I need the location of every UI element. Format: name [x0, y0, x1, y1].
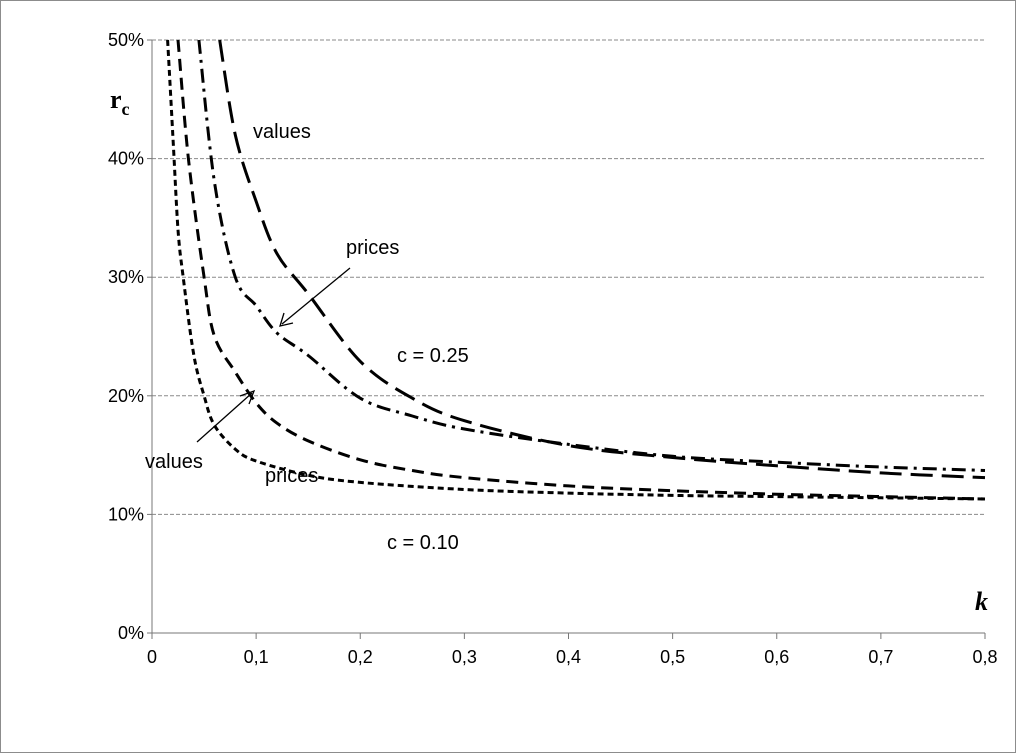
x-tick-label: 0,4 [556, 647, 581, 667]
y-axis-title-main: r [110, 85, 122, 114]
series-line-long-dash [218, 39, 986, 480]
x-tick-label: 0,7 [868, 647, 893, 667]
tick-labels: 0% 10% 20% 30% 40% 50% 0 0,1 0,2 0,3 0,4 0,5 0,6 0,7 0… [108, 30, 998, 667]
arrow-prices-upper [281, 267, 351, 325]
series-line-medium-dash [176, 39, 986, 501]
y-tick-label: 10% [108, 504, 144, 524]
annotations: values prices c = 0.25 values prices c =… [145, 121, 469, 554]
x-tick-label: 0,1 [244, 647, 269, 667]
annotation-c-upper: c = 0.25 [397, 345, 469, 367]
x-tick-label: 0,8 [972, 647, 997, 667]
annotation-prices-lower: prices [265, 465, 318, 487]
y-tick-label: 20% [108, 386, 144, 406]
x-tick-label: 0,2 [348, 647, 373, 667]
series-group [166, 39, 986, 501]
x-tick-label: 0,5 [660, 647, 685, 667]
y-tick-label: 40% [108, 149, 144, 169]
series-line-dash-dot [197, 39, 986, 472]
gridlines [152, 39, 985, 515]
annotation-c-lower: c = 0.10 [387, 532, 459, 554]
y-axis-title-sub: c [122, 99, 130, 119]
x-tick-label: 0,6 [764, 647, 789, 667]
axes [147, 39, 986, 639]
y-axis-title: rc [110, 85, 130, 119]
y-tick-label: 0% [118, 623, 144, 643]
annotation-values-upper: values [253, 121, 311, 143]
annotation-values-lower: values [145, 451, 203, 473]
series-line-short-dash [166, 39, 986, 501]
x-tick-label: 0 [147, 647, 157, 667]
arrowhead-values-lower [239, 389, 256, 405]
x-axis-title: k [975, 587, 988, 616]
y-tick-label: 50% [108, 30, 144, 50]
x-tick-label: 0,3 [452, 647, 477, 667]
arrowhead-prices-upper [279, 312, 294, 327]
y-tick-label: 30% [108, 267, 144, 287]
annotation-prices-upper: prices [346, 237, 399, 259]
arrow-values-lower [196, 392, 253, 443]
